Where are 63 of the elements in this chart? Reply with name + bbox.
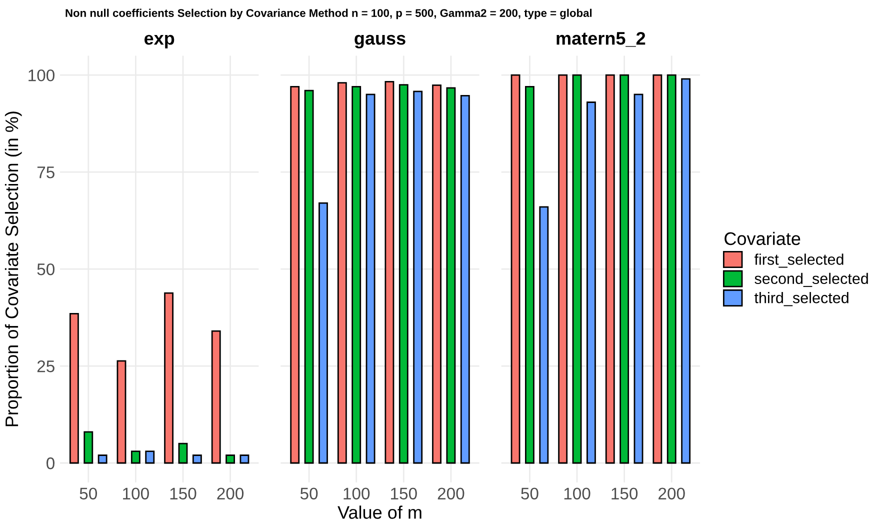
bar [240,454,250,464]
bar [620,74,630,464]
bar [432,84,442,464]
x-tick-label: 150 [391,488,417,500]
x-tick-label: 100 [564,488,590,500]
bar [304,90,314,464]
x-tick-label: 150 [170,488,196,500]
bar [84,431,94,464]
x-tick-label: 200 [438,488,464,500]
y-tick-label: 25 [37,360,54,372]
bar [130,450,140,464]
bar [446,87,456,464]
bar [681,78,691,464]
y-tick-label: 50 [37,263,54,276]
bar [164,292,174,464]
x-tick-label: 200 [217,488,244,500]
chart-subtitle: gauss [354,34,406,48]
bar [666,74,676,464]
legend-label: first_selected [754,254,844,268]
bar [605,74,615,464]
x-tick-label: 100 [123,488,149,500]
bar [572,74,582,464]
x-tick-label: 50 [80,488,97,500]
x-tick-label: 200 [658,488,685,500]
bar [98,454,108,464]
bar [586,102,596,464]
x-tick-label: 50 [521,488,538,500]
chart-subtitle: exp [144,34,174,48]
bar [352,86,362,464]
bar [413,90,423,464]
bar [192,454,202,464]
bar [178,442,188,464]
legend-label: third_selected [754,292,848,306]
bar [226,454,235,464]
y-axis-title: Proportion of Covariate Selection (in %) [4,112,22,426]
bar [460,94,470,464]
legend-label: second_selected [754,272,868,287]
bar [634,94,644,464]
y-tick-label: 100 [28,69,54,82]
bar [69,312,79,464]
x-axis-title: Value of m [338,506,422,519]
bar [652,74,662,464]
bar [539,206,549,464]
bar [366,94,376,464]
bar [337,82,347,464]
bar [116,360,126,464]
y-tick-label: 0 [46,457,54,470]
bar [211,330,221,464]
bar [525,86,534,464]
chart-subtitle: matern5_2 [556,32,646,47]
bar [318,202,328,464]
x-tick-label: 50 [300,488,318,500]
bar [558,74,568,464]
legend-title: Covariate [724,232,800,246]
x-tick-label: 150 [612,488,638,500]
bar [290,86,300,464]
bar [384,80,394,464]
x-tick-label: 100 [344,488,370,500]
y-tick-label: 75 [37,166,54,178]
bar [398,84,408,464]
bar [510,74,520,464]
bar [145,450,155,464]
text: Non null coefficients Selection by Covariance Method n = 100, p = 500, Gamma2 = 200, type = global [66,8,592,20]
